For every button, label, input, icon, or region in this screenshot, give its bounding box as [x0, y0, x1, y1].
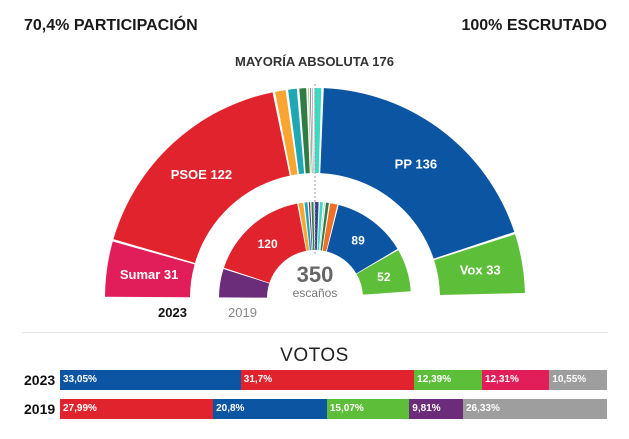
- inner-ring-2019: [219, 202, 411, 298]
- vote-segment-label: 15,07%: [329, 403, 364, 414]
- seat-segment: [320, 88, 515, 259]
- seat-segment: [288, 88, 305, 175]
- participation-label: 70,4% PARTICIPACIÓN: [24, 17, 198, 34]
- seat-segment: [320, 202, 329, 251]
- total-seats-caption: escaños: [293, 286, 338, 300]
- seat-segment: [326, 204, 398, 274]
- majority-label: MAYORÍA ABSOLUTA 176: [235, 54, 394, 69]
- vote-segment-label: 12,39%: [417, 374, 452, 385]
- vote-segment: 26,33%: [462, 399, 607, 419]
- inner-year-label: 2019: [228, 305, 257, 320]
- seat-segment: [308, 202, 313, 251]
- scrutiny-label: 100% ESCRUTADO: [461, 17, 607, 34]
- vote-segment: 31,7%: [240, 370, 415, 390]
- vote-segment: 12,31%: [481, 370, 550, 390]
- seat-segment: [314, 88, 322, 174]
- seat-label: PP 136: [395, 156, 437, 171]
- vote-segment: 9,81%: [409, 399, 463, 419]
- vote-segment-label: 27,99%: [63, 403, 97, 414]
- seat-segment: [311, 202, 315, 251]
- seat-segment: [322, 203, 338, 252]
- seat-segment: [275, 90, 298, 176]
- seat-labels: Sumar 31 PSOE 122 PP 136 Vox 33 120 89 52: [120, 156, 501, 284]
- votes-row-2023: 2023 33,05% 31,7% 12,39% 12,31% 10,55%: [0, 370, 629, 390]
- vote-segment-label: 31,7%: [243, 374, 273, 385]
- seat-segment: [309, 88, 313, 174]
- seat-segment: [223, 203, 307, 283]
- seat-segment: [105, 241, 195, 298]
- vote-segment-label: 9,81%: [412, 403, 441, 414]
- seat-label: 89: [351, 233, 365, 247]
- seat-label: 52: [377, 270, 391, 284]
- votes-bar-2019: 27,99% 20,8% 15,07% 9,81% 26,33%: [60, 399, 607, 419]
- vote-segment: 27,99%: [60, 399, 214, 419]
- votes-year-label: 2019: [24, 401, 56, 417]
- seat-label: 120: [258, 237, 278, 251]
- vote-segment-label: 20,8%: [216, 403, 245, 414]
- seat-segment: [314, 202, 319, 251]
- votes-title: VOTOS: [280, 345, 349, 366]
- vote-segment: 10,55%: [549, 370, 607, 390]
- divider: [22, 332, 608, 333]
- seat-segment: [356, 250, 411, 295]
- seat-segment: [311, 88, 314, 174]
- seat-label: PSOE 122: [171, 167, 232, 182]
- vote-segment: 33,05%: [60, 370, 241, 390]
- seat-segment: [317, 202, 323, 251]
- seat-segment: [304, 202, 312, 251]
- vote-segment-label: 12,31%: [484, 374, 519, 385]
- seat-segment: [113, 92, 290, 263]
- seat-label: Vox 33: [460, 262, 501, 277]
- seat-segment: [434, 234, 525, 296]
- vote-segment-label: 26,33%: [465, 403, 500, 414]
- seat-segment: [219, 268, 270, 298]
- votes-bar-2023: 33,05% 31,7% 12,39% 12,31% 10,55%: [60, 370, 607, 390]
- vote-segment: 15,07%: [326, 399, 410, 419]
- votes-row-2019: 2019 27,99% 20,8% 15,07% 9,81% 26,33%: [0, 399, 629, 419]
- vote-segment: 12,39%: [414, 370, 482, 390]
- votes-year-label: 2023: [24, 372, 56, 388]
- outer-year-label: 2023: [158, 305, 187, 320]
- seat-segment: [308, 88, 312, 174]
- seat-segment: [319, 202, 325, 251]
- outer-ring-2023: [105, 88, 525, 298]
- total-seats: 350: [297, 262, 334, 287]
- vote-segment-label: 33,05%: [63, 374, 97, 385]
- vote-segment-label: 10,55%: [552, 374, 587, 385]
- vote-segment: 20,8%: [213, 399, 327, 419]
- seat-segment: [299, 88, 310, 174]
- seat-label: Sumar 31: [120, 267, 179, 282]
- seat-segment: [298, 202, 310, 251]
